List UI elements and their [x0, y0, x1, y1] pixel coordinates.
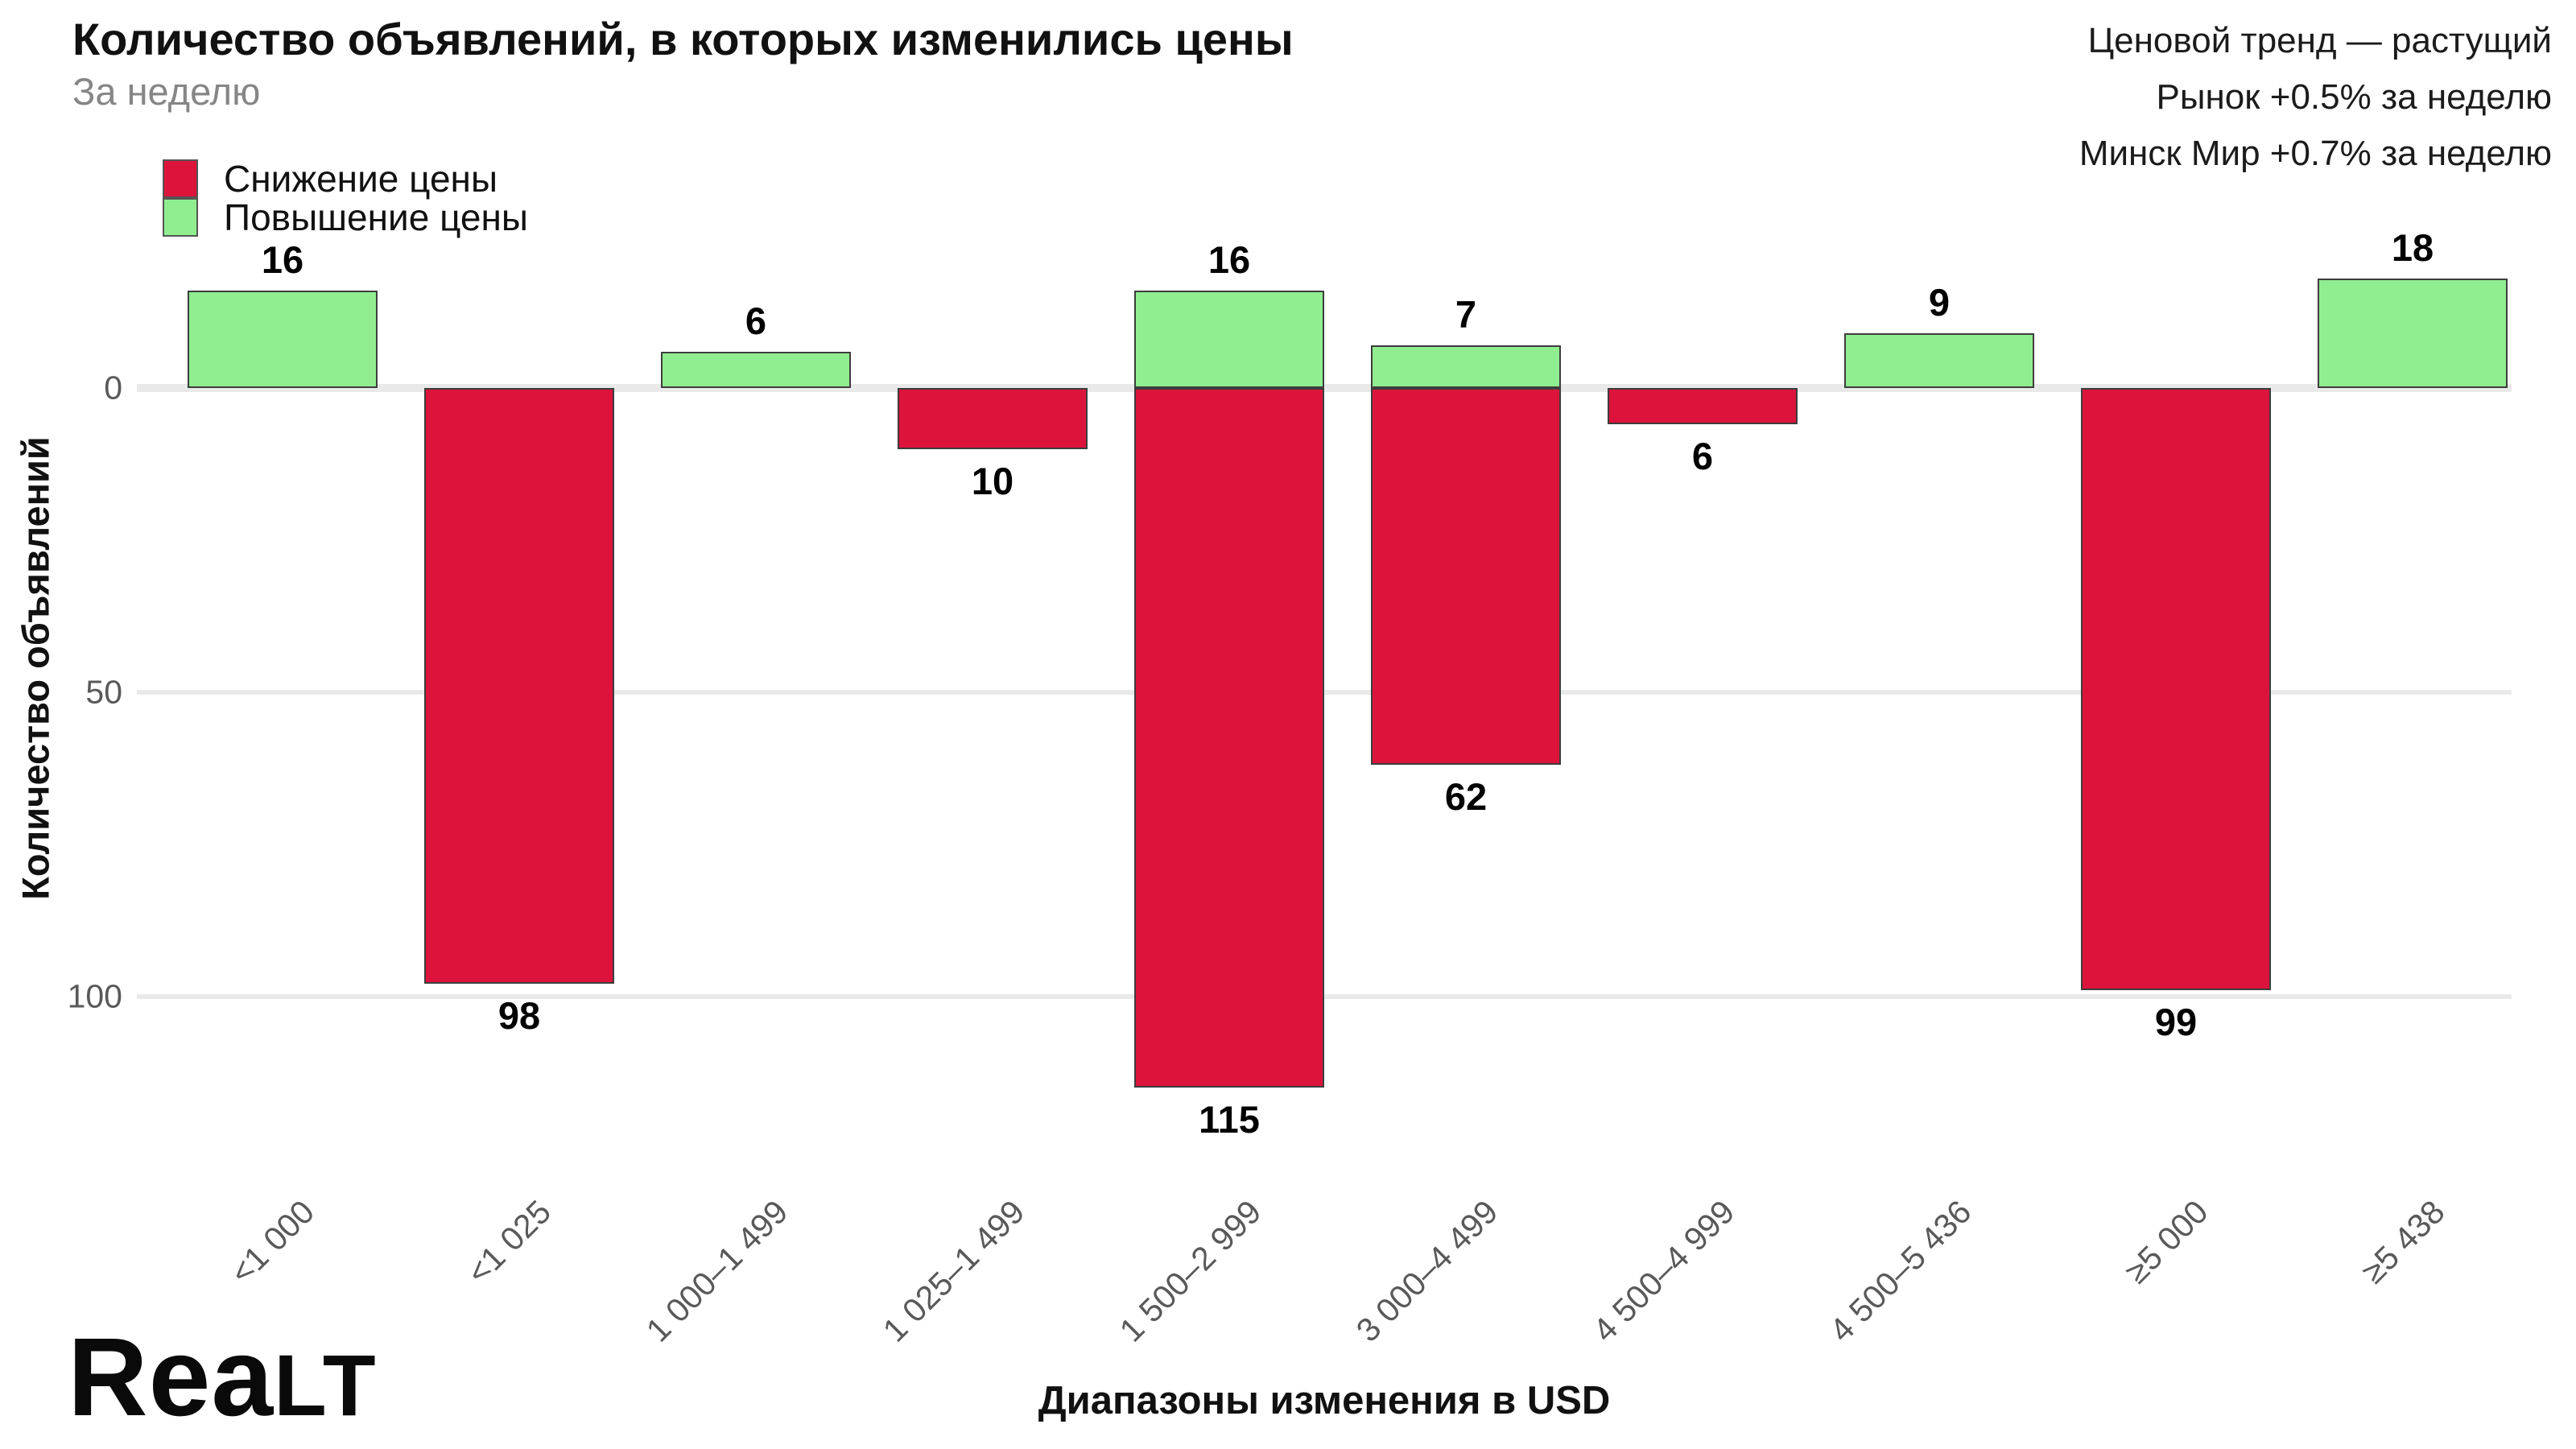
bar-decrease [898, 388, 1088, 449]
page-title: Количество объявлений, в которых изменил… [72, 14, 1294, 64]
zero-gridline [137, 384, 2512, 392]
bar-value-label: 7 [1455, 293, 1477, 336]
trend-line-overall: Ценовой тренд — растущий [2087, 21, 2552, 60]
x-category-label: 1 500–2 999 [1112, 1193, 1269, 1349]
bar-decrease [424, 388, 614, 984]
trend-line-minsk-mir: Минск Мир +0.7% за неделю [2079, 134, 2552, 173]
bar-increase [1844, 333, 2034, 388]
bar-value-label: 99 [2154, 1001, 2198, 1043]
y-tick-label-0: 0 [104, 369, 122, 407]
legend-item-increase: Повышение цены [163, 196, 528, 238]
page-subtitle: За неделю [72, 70, 261, 113]
y-tick-label-50: 50 [85, 673, 122, 711]
x-category-label: ≥5 438 [2354, 1193, 2452, 1290]
x-category-label: 4 500–5 436 [1822, 1193, 1979, 1349]
bar-increase [661, 352, 851, 388]
bar-decrease [2081, 388, 2271, 990]
x-category-label: 4 500–4 999 [1585, 1193, 1742, 1349]
bar-value-label: 16 [261, 238, 304, 281]
bar-value-label: 16 [1208, 238, 1251, 281]
x-category-label: 3 000–4 499 [1348, 1193, 1505, 1349]
realt-logo-text-main: Rea [68, 1315, 275, 1439]
bar-decrease [1371, 388, 1561, 765]
x-axis-title: Диапазоны изменения в USD [1038, 1379, 1611, 1422]
x-category-label: 1 000–1 499 [638, 1193, 795, 1349]
trend-line-market: Рынок +0.5% за неделю [2156, 77, 2552, 117]
y-tick-label-100: 100 [67, 977, 122, 1014]
gridline-50 [137, 689, 2512, 695]
bar-value-label: 9 [1928, 281, 1951, 324]
x-category-label: <1 025 [460, 1193, 559, 1292]
x-category-label: ≥5 000 [2117, 1193, 2215, 1290]
legend-item-decrease: Снижение цены [163, 158, 528, 200]
bar-value-label: 10 [971, 460, 1014, 502]
legend: Снижение цены Повышение цены [163, 158, 528, 238]
x-category-label: <1 000 [223, 1193, 322, 1292]
bar-value-label: 18 [2391, 226, 2434, 269]
bar-increase [1134, 291, 1324, 388]
bar-decrease [1608, 388, 1798, 424]
bar-increase [1371, 345, 1561, 388]
bar-value-label: 6 [1691, 435, 1714, 477]
price-trend-annotation: Ценовой тренд — растущий Рынок +0.5% за … [2079, 13, 2552, 182]
bar-value-label: 98 [497, 994, 541, 1037]
bar-increase [2318, 279, 2508, 388]
bar-decrease [1134, 388, 1324, 1088]
gridline-100 [137, 993, 2512, 999]
realt-logo: Realt [68, 1322, 378, 1433]
x-category-label: 1 025–1 499 [875, 1193, 1032, 1349]
legend-swatch-increase [163, 198, 198, 237]
bar-value-label: 6 [745, 299, 767, 342]
bar-increase [188, 291, 378, 388]
bar-value-label: 115 [1199, 1098, 1260, 1141]
legend-label-increase: Повышение цены [224, 196, 528, 238]
legend-label-decrease: Снижение цены [224, 158, 498, 200]
legend-swatch-decrease [163, 159, 198, 198]
bar-value-label: 62 [1444, 775, 1488, 818]
realt-logo-text-caps: lt [274, 1337, 378, 1434]
